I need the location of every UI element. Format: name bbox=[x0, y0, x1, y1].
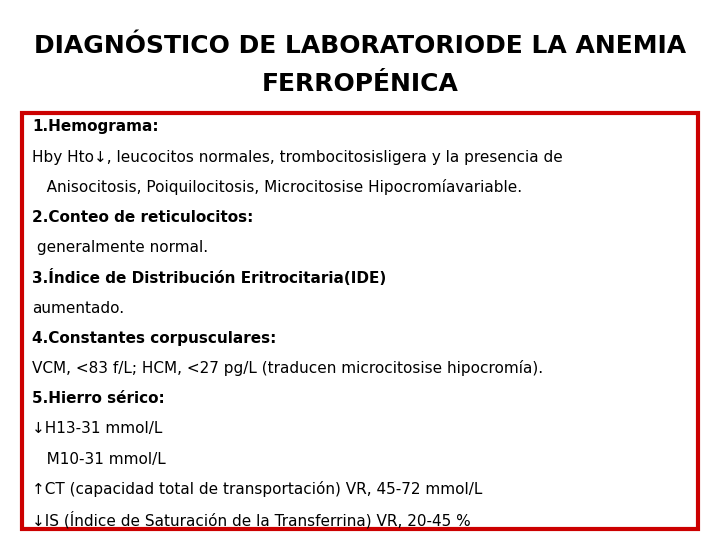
Text: 1.Hemograma:: 1.Hemograma: bbox=[32, 119, 159, 134]
FancyBboxPatch shape bbox=[22, 113, 698, 529]
Text: Anisocitosis, Poiquilocitosis, Microcitosise Hipocromíavariable.: Anisocitosis, Poiquilocitosis, Microcito… bbox=[32, 179, 523, 195]
Text: 4.Constantes corpusculares:: 4.Constantes corpusculares: bbox=[32, 331, 276, 346]
Text: 3.Índice de Distribución Eritrocitaria(IDE): 3.Índice de Distribución Eritrocitaria(I… bbox=[32, 269, 387, 286]
Text: ↑CT (capacidad total de transportación) VR, 45-72 mmol/L: ↑CT (capacidad total de transportación) … bbox=[32, 481, 483, 497]
Text: 2.Conteo de reticulocitos:: 2.Conteo de reticulocitos: bbox=[32, 210, 253, 225]
Text: M10-31 mmol/L: M10-31 mmol/L bbox=[32, 451, 166, 467]
Text: aumentado.: aumentado. bbox=[32, 301, 125, 315]
Text: VCM, <83 f/L; HCM, <27 pg/L (traducen microcitosise hipocromía).: VCM, <83 f/L; HCM, <27 pg/L (traducen mi… bbox=[32, 361, 544, 376]
Text: generalmente normal.: generalmente normal. bbox=[32, 240, 209, 255]
Text: 5.Hierro sérico:: 5.Hierro sérico: bbox=[32, 391, 165, 406]
Text: Hby Hto↓, leucocitos normales, trombocitosisligera y la presencia de: Hby Hto↓, leucocitos normales, trombocit… bbox=[32, 150, 563, 165]
Text: ↓IS (Índice de Saturación de la Transferrina) VR, 20-45 %: ↓IS (Índice de Saturación de la Transfer… bbox=[32, 511, 471, 528]
Text: FERROPÉNICA: FERROPÉNICA bbox=[261, 72, 459, 96]
Text: DIAGNÓSTICO DE LABORATORIODE LA ANEMIA: DIAGNÓSTICO DE LABORATORIODE LA ANEMIA bbox=[34, 34, 686, 58]
Text: ↓H13-31 mmol/L: ↓H13-31 mmol/L bbox=[32, 421, 163, 436]
